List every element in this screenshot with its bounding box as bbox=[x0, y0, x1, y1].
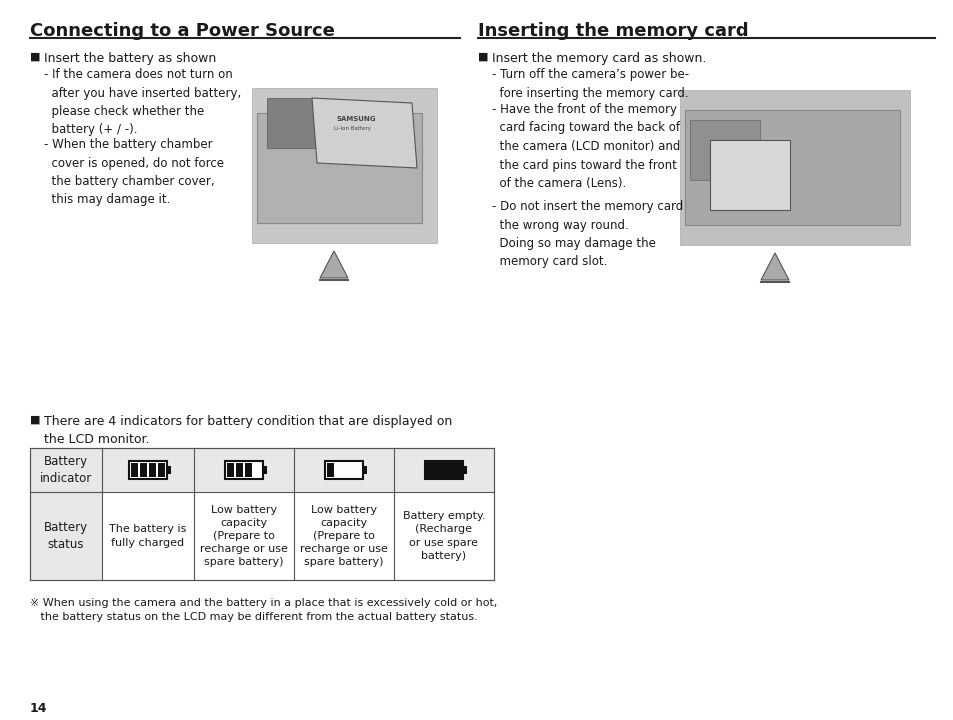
Text: - Turn off the camera’s power be-
  fore inserting the memory card.: - Turn off the camera’s power be- fore i… bbox=[492, 68, 688, 99]
Bar bbox=[256, 113, 421, 223]
Bar bbox=[679, 90, 909, 245]
Bar bbox=[157, 463, 165, 477]
Bar bbox=[245, 463, 252, 477]
Bar bbox=[709, 140, 789, 210]
Bar bbox=[30, 448, 494, 580]
Bar bbox=[225, 461, 263, 479]
Bar bbox=[689, 120, 760, 180]
Text: Low battery
capacity
(Prepare to
recharge or use
spare battery): Low battery capacity (Prepare to recharg… bbox=[200, 505, 288, 567]
Text: Connecting to a Power Source: Connecting to a Power Source bbox=[30, 22, 335, 40]
Text: The battery is
fully charged: The battery is fully charged bbox=[110, 524, 187, 548]
Text: ※ When using the camera and the battery in a place that is excessively cold or h: ※ When using the camera and the battery … bbox=[30, 598, 497, 608]
Text: ■: ■ bbox=[30, 52, 40, 62]
Bar bbox=[140, 463, 147, 477]
Bar bbox=[263, 467, 267, 474]
Polygon shape bbox=[319, 251, 348, 278]
Bar bbox=[327, 463, 334, 477]
Text: There are 4 indicators for battery condition that are displayed on
the LCD monit: There are 4 indicators for battery condi… bbox=[44, 415, 452, 446]
Polygon shape bbox=[760, 253, 788, 280]
Bar bbox=[131, 463, 138, 477]
Bar bbox=[167, 467, 171, 474]
Bar bbox=[325, 461, 363, 479]
Text: Insert the battery as shown: Insert the battery as shown bbox=[44, 52, 216, 65]
Polygon shape bbox=[312, 98, 416, 168]
Bar bbox=[149, 463, 156, 477]
Bar bbox=[30, 448, 494, 492]
Text: Inserting the memory card: Inserting the memory card bbox=[477, 22, 748, 40]
Text: Li-Ion Battery: Li-Ion Battery bbox=[334, 126, 371, 131]
Bar bbox=[252, 88, 436, 243]
Bar bbox=[462, 467, 467, 474]
Text: Battery empty.
(Recharge
or use spare
battery): Battery empty. (Recharge or use spare ba… bbox=[402, 511, 485, 561]
Text: SAMSUNG: SAMSUNG bbox=[336, 116, 376, 122]
Text: - Have the front of the memory
  card facing toward the back of
  the camera (LC: - Have the front of the memory card faci… bbox=[492, 103, 679, 190]
Bar bbox=[235, 463, 243, 477]
Bar bbox=[424, 461, 462, 479]
Bar bbox=[267, 98, 327, 148]
Text: - Do not insert the memory card
  the wrong way round.
  Doing so may damage the: - Do not insert the memory card the wron… bbox=[492, 200, 682, 269]
Text: 14: 14 bbox=[30, 702, 48, 715]
Bar bbox=[684, 110, 899, 225]
Text: - When the battery chamber
  cover is opened, do not force
  the battery chamber: - When the battery chamber cover is open… bbox=[44, 138, 224, 207]
Text: Low battery
capacity
(Prepare to
recharge or use
spare battery): Low battery capacity (Prepare to recharg… bbox=[300, 505, 388, 567]
Bar bbox=[227, 463, 234, 477]
Text: Battery
status: Battery status bbox=[44, 521, 88, 551]
Text: the battery status on the LCD may be different from the actual battery status.: the battery status on the LCD may be dif… bbox=[30, 612, 477, 622]
Bar bbox=[363, 467, 367, 474]
Bar bbox=[129, 461, 167, 479]
Text: Battery
indicator: Battery indicator bbox=[40, 455, 92, 485]
Bar bbox=[30, 492, 102, 580]
Text: ■: ■ bbox=[30, 415, 40, 425]
Text: ■: ■ bbox=[477, 52, 488, 62]
Text: Insert the memory card as shown.: Insert the memory card as shown. bbox=[492, 52, 705, 65]
Text: - If the camera does not turn on
  after you have inserted battery,
  please che: - If the camera does not turn on after y… bbox=[44, 68, 241, 137]
